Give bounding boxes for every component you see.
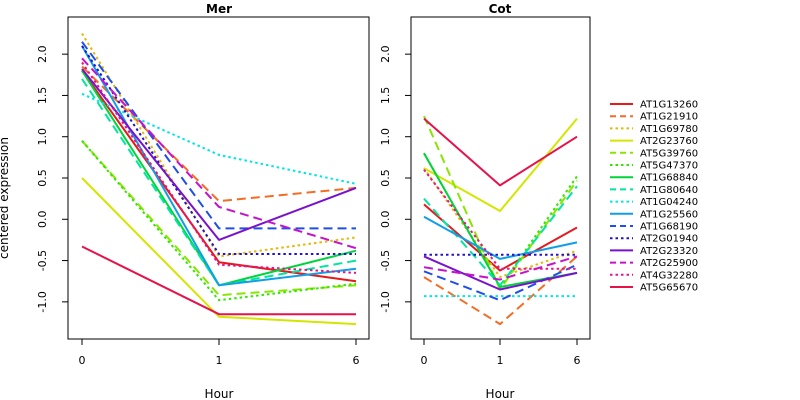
- y-tick-label-mer: 1.0: [36, 128, 49, 146]
- legend-label: AT2G23320: [640, 246, 698, 257]
- series-line-at1g25560-cot: [423, 215, 578, 260]
- series-line-at2g01940-mer: [81, 45, 356, 255]
- y-tick-label-mer: -0.5: [36, 250, 49, 271]
- legend-label: AT1G25560: [640, 209, 698, 220]
- series-line-at1g68190-mer: [81, 41, 356, 230]
- y-tick-label-cot: 0.5: [379, 169, 392, 187]
- series-line-at1g80640-mer: [81, 78, 357, 287]
- series-line-at4g32280-cot: [423, 169, 577, 270]
- series-line-at5g39760-mer: [81, 140, 357, 297]
- panel-title-mer: Mer: [206, 2, 232, 16]
- series-line-at2g25900-mer: [81, 57, 357, 250]
- x-axis-title-cot: Hour: [486, 387, 515, 400]
- x-tick-label-cot: 1: [497, 354, 504, 367]
- x-axis-mer: 0 1 6: [79, 339, 360, 367]
- y-axis-cot: -1.0 -0.5 0.0 0.5 1.0 1.5 2.0: [379, 45, 411, 313]
- x-tick-label-mer: 0: [79, 354, 86, 367]
- x-tick-label-mer: 6: [353, 354, 360, 367]
- legend-label: AT4G32280: [640, 270, 698, 281]
- y-tick-label-mer: -1.0: [36, 291, 49, 312]
- panel-mer: Mer -1.0 -0.5 0.0 0.5 1.0 1.5 2.0 0 1 6 Hour: [36, 2, 370, 400]
- legend-label: AT5G39760: [640, 148, 698, 159]
- legend-label: AT1G13260: [640, 100, 698, 111]
- y-tick-label-mer: 1.5: [36, 87, 49, 105]
- legend-label: AT1G68190: [640, 222, 698, 233]
- y-tick-label-mer: 2.0: [36, 45, 49, 63]
- series-line-at1g25560-mer: [81, 45, 357, 287]
- y-tick-label-cot: 0.0: [379, 211, 392, 229]
- y-tick-label-mer: 0.0: [36, 211, 49, 229]
- panel-title-cot: Cot: [489, 2, 512, 16]
- legend-label: AT1G04240: [640, 197, 698, 208]
- series-line-at5g65670-mer: [81, 245, 356, 316]
- x-tick-label-cot: 6: [574, 354, 581, 367]
- x-tick-label-mer: 1: [216, 354, 223, 367]
- series-line-at2g23320-mer: [81, 68, 357, 241]
- series-line-at1g13260-cot: [423, 203, 578, 272]
- y-axis-mer: -1.0 -0.5 0.0 0.5 1.0 1.5 2.0: [36, 45, 68, 313]
- panel-cot: Cot -1.0 -0.5 0.0 0.5 1.0 1.5 2.0 0 1 6 Hour: [379, 2, 591, 400]
- legend-label: AT1G21910: [640, 112, 698, 123]
- y-tick-label-cot: -0.5: [379, 250, 392, 271]
- series-lines-cot: [423, 115, 578, 326]
- x-axis-cot: 0 1 6: [421, 339, 581, 367]
- legend-label: AT1G68840: [640, 173, 698, 184]
- legend-label: AT2G25900: [640, 258, 698, 269]
- series-line-at4g32280-mer: [81, 61, 357, 274]
- y-tick-label-cot: -1.0: [379, 291, 392, 312]
- legend-label: AT2G23760: [640, 136, 698, 147]
- series-line-at5g47370-mer: [81, 140, 357, 302]
- series-line-at5g65670-cot: [423, 117, 578, 187]
- series-line-at1g69780-mer: [81, 32, 357, 258]
- y-tick-label-cot: 1.5: [379, 87, 392, 105]
- y-axis-title: centered expression: [0, 137, 11, 259]
- series-line-at1g21910-mer: [81, 65, 357, 203]
- y-tick-label-mer: 0.5: [36, 169, 49, 187]
- legend-label: AT1G69780: [640, 124, 698, 135]
- series-line-at2g23760-mer: [81, 177, 357, 326]
- series-line-at1g80640-cot: [423, 185, 578, 287]
- x-axis-title-mer: Hour: [205, 387, 234, 400]
- series-line-at2g23320-cot: [423, 255, 578, 291]
- legend-label: AT1G80640: [640, 185, 698, 196]
- x-tick-label-cot: 0: [421, 354, 428, 367]
- series-lines-mer: [81, 32, 357, 326]
- y-tick-label-cot: 2.0: [379, 45, 392, 63]
- plot-box-mer: [67, 16, 370, 340]
- legend-label: AT5G47370: [640, 161, 698, 172]
- legend-label: AT2G01940: [640, 234, 698, 245]
- y-tick-label-cot: 1.0: [379, 128, 392, 146]
- legend-label: AT5G65670: [640, 283, 698, 294]
- series-line-at1g69780-cot: [423, 167, 578, 279]
- series-line-at1g04240-mer: [81, 92, 357, 185]
- series-line-at2g25900-cot: [423, 255, 578, 281]
- legend: AT1G13260AT1G21910AT1G69780AT2G23760AT5G…: [610, 100, 698, 294]
- series-line-at2g23760-cot: [423, 117, 578, 212]
